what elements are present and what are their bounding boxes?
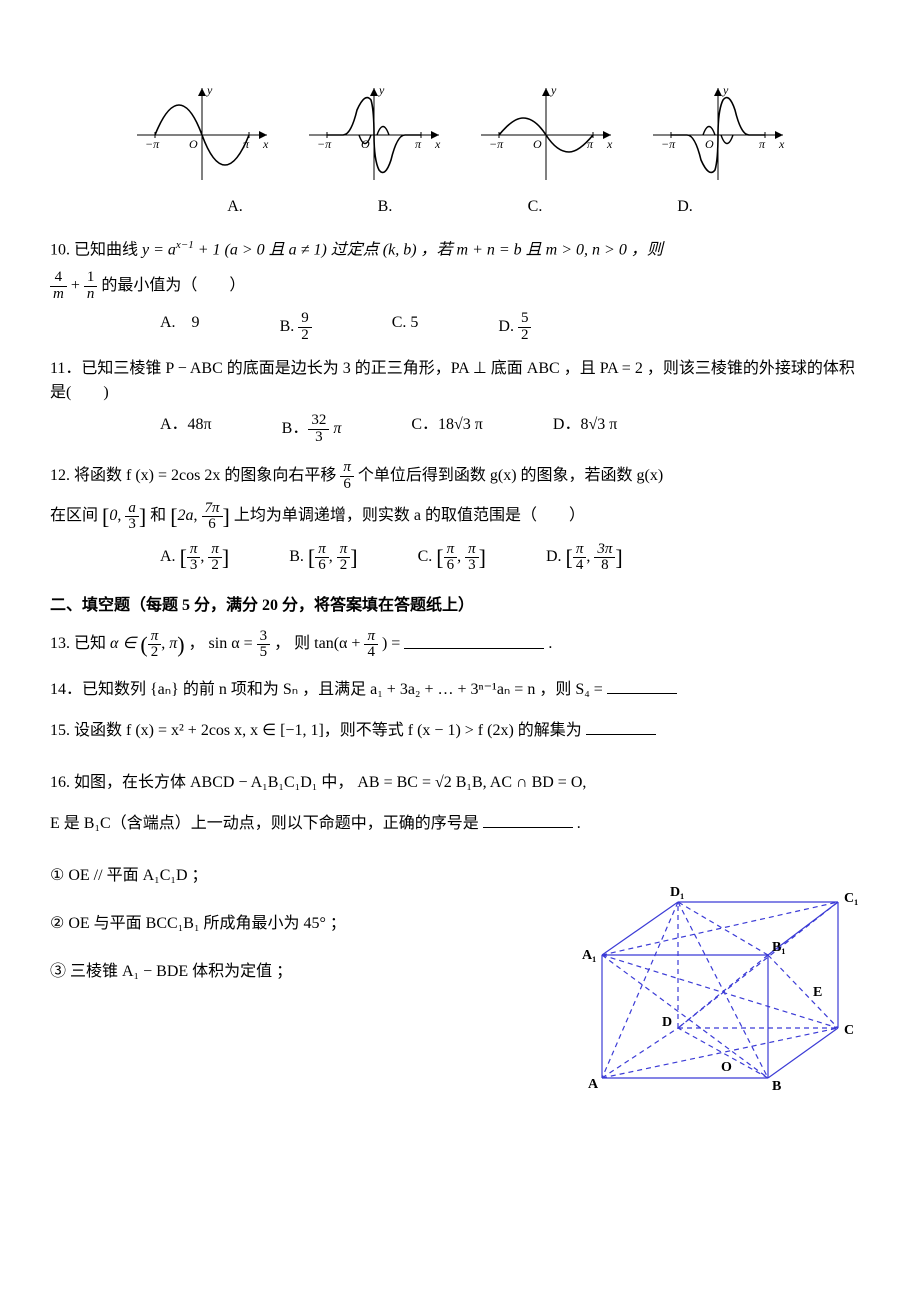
q13: 13. 已知 α ∈ (π2, π) ， sin α = 35 ， 则 tan(… [50, 628, 870, 661]
q12-stema: 12. 将函数 f (x) = 2cos 2x 的图象向右平移 [50, 467, 340, 484]
q11-C: C．18√3 π [411, 413, 483, 446]
svg-text:O: O [533, 137, 542, 151]
q12-stemd: 上均为单调递增，则实数 a 的取值范围是（ ） [234, 508, 585, 525]
graph-D: y x O −π π [643, 80, 793, 190]
svg-text:E: E [813, 985, 822, 1000]
q11-A: A．48π [160, 413, 212, 446]
q13-blank [404, 632, 544, 649]
svg-text:D: D [662, 1015, 672, 1030]
label-C: C. [515, 195, 555, 219]
q12-line2: 在区间 [0, a3] 和 [2a, 7π6] 上均为单调递增，则实数 a 的取… [50, 500, 870, 533]
q12-A: A. [π3, π2] [160, 541, 229, 574]
q16-blank [483, 811, 573, 828]
svg-text:D₁: D₁ [670, 885, 684, 900]
svg-text:B: B [772, 1079, 781, 1090]
svg-text:−π: −π [317, 137, 332, 151]
label-A: A. [215, 195, 255, 219]
q14-blank [607, 677, 677, 694]
svg-text:−π: −π [661, 137, 676, 151]
svg-text:x: x [262, 137, 269, 151]
svg-text:O: O [705, 137, 714, 151]
q10-C: C. 5 [392, 311, 419, 344]
svg-text:π: π [415, 137, 422, 151]
svg-text:x: x [434, 137, 441, 151]
q12-B: B. [π6, π2] [289, 541, 357, 574]
q16-stem-a: 16. 如图，在长方体 ABCD − A₁B₁C₁D₁ 中， AB = BC =… [50, 771, 870, 795]
q10-f2d: n [84, 287, 98, 303]
svg-text:−π: −π [145, 137, 160, 151]
q10-f1n: 4 [50, 270, 67, 287]
q14-stem: 14．已知数列 {aₙ} 的前 n 项和为 Sₙ ，且满足 a₁ + 3a₂ +… [50, 681, 607, 698]
svg-text:y: y [722, 83, 729, 97]
q15-blank [586, 718, 656, 735]
q10-stem2: 的最小值为（ ） [101, 277, 245, 294]
svg-text:C₁: C₁ [844, 891, 858, 906]
q10-A: A. 9 [160, 311, 200, 344]
svg-text:−π: −π [489, 137, 504, 151]
q10-options: A. 9 B. 92 C. 5 D. 52 [160, 311, 870, 344]
q16-p1: ① OE // 平面 A₁C₁D ； [50, 864, 550, 888]
svg-text:y: y [206, 83, 213, 97]
q12-line1: 12. 将函数 f (x) = 2cos 2x 的图象向右平移 π6 个单位后得… [50, 460, 870, 493]
q15: 15. 设函数 f (x) = x² + 2cos x, x ∈ [−1, 1]… [50, 718, 870, 743]
q16-p3: ③ 三棱锥 A₁ − BDE 体积为定值 ； [50, 960, 550, 984]
svg-text:y: y [378, 83, 385, 97]
q12-options: A. [π3, π2] B. [π6, π2] C. [π6, π3] D. [… [160, 541, 870, 574]
q9-graphs: y x O −π π y x O −π π [50, 80, 870, 190]
graph-C: y x O −π π [471, 80, 621, 190]
svg-text:A₁: A₁ [582, 948, 596, 963]
q10-formula1: y = a [142, 241, 176, 258]
q10: 10. 已知曲线 y = ax−1 + 1 (a > 0 且 a ≠ 1) 过定… [50, 237, 870, 262]
q10-exp: x−1 [176, 239, 194, 251]
svg-text:y: y [550, 83, 557, 97]
q16-body: ① OE // 平面 A₁C₁D ； ② OE 与平面 BCC₁B₁ 所成角最小… [50, 850, 870, 1098]
q10-line2: 4m + 1n 的最小值为（ ） [50, 270, 870, 303]
q14: 14．已知数列 {aₙ} 的前 n 项和为 Sₙ ，且满足 a₁ + 3a₂ +… [50, 677, 870, 702]
svg-text:π: π [759, 137, 766, 151]
q11-D: D．8√3 π [553, 413, 617, 446]
q11-options: A．48π B．323 π C．18√3 π D．8√3 π [160, 413, 870, 446]
q11-B: B．323 π [282, 413, 342, 446]
q10-stem1: 10. 已知曲线 [50, 241, 142, 258]
q10-B: B. 92 [280, 311, 312, 344]
svg-text:A: A [588, 1077, 599, 1090]
section-2-title: 二、填空题（每题 5 分，满分 20 分，将答案填在答题纸上） [50, 594, 870, 618]
q12-stemc: 在区间 [50, 508, 102, 525]
q12-D: D. [π4, 3π8] [546, 541, 623, 574]
svg-text:B₁: B₁ [772, 940, 786, 955]
cube-diagram: A B C D A₁ B₁ C₁ D₁ O E [570, 850, 870, 1098]
q12-C: C. [π6, π3] [418, 541, 486, 574]
svg-text:O: O [721, 1060, 732, 1075]
q11: 11．已知三棱锥 P − ABC 的底面是边长为 3 的正三角形，PA ⊥ 底面… [50, 357, 870, 405]
graph-B: y x O −π π [299, 80, 449, 190]
label-B: B. [365, 195, 405, 219]
q15-stem: 15. 设函数 f (x) = x² + 2cos x, x ∈ [−1, 1]… [50, 722, 582, 739]
svg-text:O: O [189, 137, 198, 151]
q16-stem-b: E 是 B₁C（含端点）上一动点，则以下命题中，正确的序号是 . [50, 811, 870, 836]
svg-text:x: x [606, 137, 613, 151]
q10-f1d: m [50, 287, 67, 303]
q12-stemb: 个单位后得到函数 g(x) 的图象，若函数 g(x) [358, 467, 663, 484]
q10-plus: + [71, 277, 84, 294]
svg-text:x: x [778, 137, 785, 151]
q9-option-labels: A. B. C. D. [50, 195, 870, 219]
graph-A: y x O −π π [127, 80, 277, 190]
q10-f2n: 1 [84, 270, 98, 287]
label-D: D. [665, 195, 705, 219]
q10-D: D. 52 [498, 311, 531, 344]
q16-p2: ② OE 与平面 BCC₁B₁ 所成角最小为 45° ； [50, 912, 550, 936]
svg-text:C: C [844, 1023, 854, 1038]
q10-formula1b: + 1 (a > 0 且 a ≠ 1) 过定点 (k, b) ，若 m + n … [194, 241, 663, 258]
